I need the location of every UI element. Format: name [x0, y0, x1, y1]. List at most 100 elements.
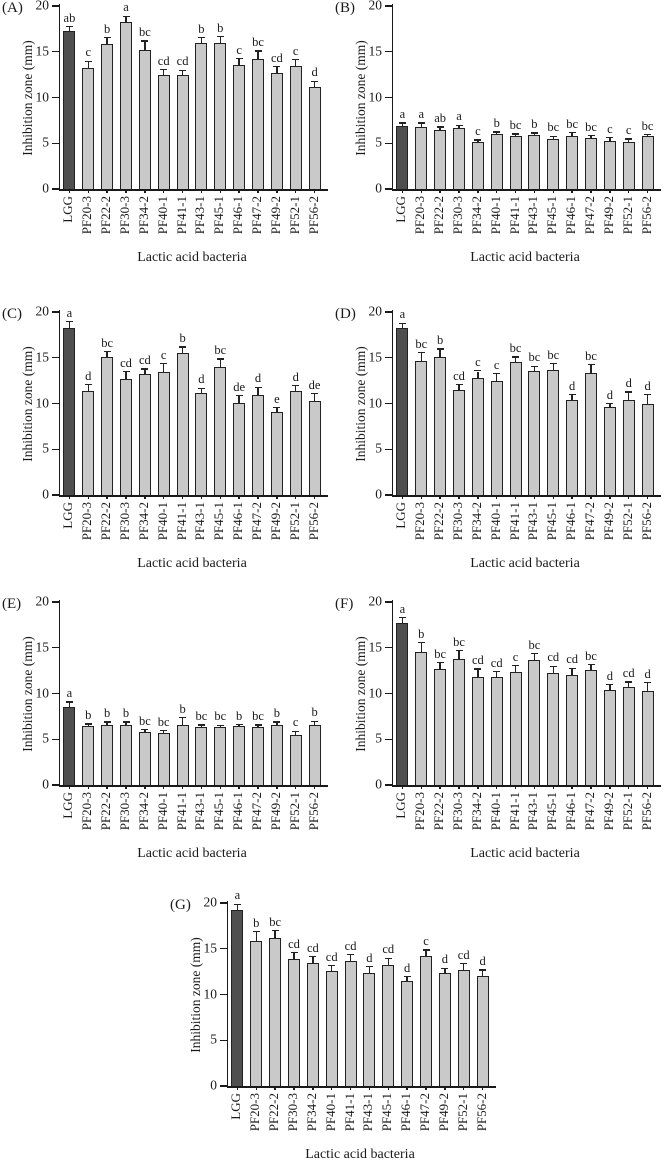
x-label-PF47-2: PF47-2: [249, 196, 264, 235]
y-tick: [52, 601, 59, 603]
x-tick-PF22-2: [439, 189, 441, 193]
error-bar-PF43-1: [533, 133, 536, 136]
bar-PF52-1: [289, 66, 302, 189]
y-axis-line: [391, 4, 393, 189]
error-bar-cap-PF49-2: [273, 406, 281, 409]
x-label-PF40-1: PF40-1: [154, 196, 170, 235]
bar-PF56-2: [308, 724, 321, 785]
x-label-PF22-2: PF22-2: [98, 196, 114, 235]
bar-PF40-1: [325, 970, 338, 1086]
error-bar-cap-PF46-1: [403, 975, 411, 978]
y-tick: [385, 494, 392, 496]
y-axis-title: Inhibition zone (mm): [353, 40, 368, 156]
significance-letter-PF41-1: bc: [509, 118, 522, 133]
error-bar-cap-PF52-1: [460, 963, 468, 965]
significance-letter-PF22-2: b: [437, 333, 444, 348]
error-bar-PF30-3: [125, 372, 127, 379]
significance-letter-PF47-2: c: [423, 934, 429, 949]
x-tick-PF56-2: [313, 189, 316, 193]
y-axis-title: Inhibition zone (mm): [188, 937, 203, 1053]
x-label-PF46-1: PF46-1: [230, 792, 246, 831]
significance-letter-PF47-2: d: [254, 371, 262, 386]
significance-letter-PF40-1: c: [493, 357, 500, 372]
error-bar-cap-PF52-1: [292, 730, 300, 732]
panel-C: (C) Inhibition zone (mm) 0 5 10 15 20 a LGG d PF…: [0, 304, 333, 596]
bar-PF49-2: [603, 141, 616, 189]
error-bar-cap-PF49-2: [606, 403, 614, 405]
error-bar-PF47-2: [257, 387, 259, 396]
bar-PF22-2: [101, 44, 114, 189]
x-label-PF20-3: PF20-3: [412, 196, 428, 235]
bar-PF41-1: [176, 724, 189, 785]
x-label-PF41-1: PF41-1: [173, 502, 189, 541]
x-tick-LGG: [401, 495, 404, 499]
x-label-LGG: LGG: [393, 196, 409, 223]
error-bar-PF43-1: [368, 967, 371, 973]
bar-PF20-3: [82, 390, 95, 495]
error-bar-cap-PF45-1: [549, 135, 557, 137]
x-label-PF30-3: PF30-3: [117, 792, 132, 831]
y-tick-label: 0: [42, 180, 49, 196]
significance-letter-PF49-2: d: [441, 952, 448, 967]
bar-PF30-3: [120, 724, 132, 785]
x-label-PF45-1: PF45-1: [211, 502, 227, 541]
error-bar-PF56-2: [646, 395, 649, 404]
y-tick-label: 5: [375, 134, 382, 150]
error-bar-PF22-2: [274, 931, 276, 938]
significance-letter-PF30-3: cd: [120, 355, 132, 370]
x-tick-PF45-1: [552, 785, 554, 789]
y-tick: [52, 188, 59, 190]
x-label-PF30-3: PF30-3: [285, 1093, 300, 1132]
error-bar-PF47-2: [590, 665, 592, 670]
bar-PF45-1: [547, 673, 560, 785]
y-tick-label: 5: [42, 730, 49, 746]
error-bar-cap-PF43-1: [530, 365, 538, 367]
error-bar-cap-PF56-2: [311, 720, 319, 722]
error-bar-cap-PF45-1: [216, 358, 224, 360]
significance-letter-PF41-1: c: [512, 649, 519, 664]
x-label-PF56-2: PF56-2: [305, 196, 321, 235]
bar-PF45-1: [214, 727, 227, 785]
significance-letter-PF30-3: a: [456, 109, 462, 124]
x-axis-title: Lactic acid bacteria: [305, 1147, 415, 1162]
bar-PF46-1: [233, 402, 246, 495]
x-label-PF46-1: PF46-1: [230, 196, 246, 235]
significance-letter-PF49-2: d: [606, 387, 613, 402]
significance-letter-PF45-1: bc: [547, 347, 560, 362]
bar-PF40-1: [157, 372, 170, 495]
x-axis-line: [58, 495, 328, 497]
error-bar-cap-PF40-1: [160, 68, 168, 71]
significance-letter-PF52-1: d: [292, 369, 299, 384]
x-label-PF43-1: PF43-1: [360, 1093, 376, 1132]
y-axis-title: Inhibition zone (mm): [353, 636, 368, 752]
x-label-PF20-3: PF20-3: [412, 502, 428, 541]
y-axis-line: [58, 600, 60, 785]
x-tick-PF41-1: [181, 785, 184, 789]
significance-letter-PF40-1: cd: [157, 53, 170, 68]
bar-PF41-1: [176, 353, 189, 495]
x-label-PF22-2: PF22-2: [266, 1093, 282, 1132]
error-bar-PF41-1: [181, 347, 184, 354]
error-bar-PF22-2: [439, 127, 441, 130]
x-tick-PF34-2: [144, 495, 146, 499]
panel-label-C: (C): [2, 306, 22, 322]
x-tick-PF43-1: [200, 785, 203, 789]
significance-letter-PF49-2: c: [607, 121, 613, 136]
error-bar-PF45-1: [552, 364, 554, 370]
error-bar-cap-LGG: [65, 25, 73, 28]
bar-PF56-2: [308, 400, 321, 495]
error-bar-PF52-1: [295, 731, 297, 735]
bar-PF40-1: [157, 74, 170, 189]
bar-PF47-2: [252, 395, 264, 495]
y-tick: [220, 1085, 227, 1087]
x-label-PF43-1: PF43-1: [525, 196, 541, 235]
error-bar-PF45-1: [552, 136, 554, 139]
x-label-PF30-3: PF30-3: [450, 196, 465, 235]
error-bar-cap-PF49-2: [441, 967, 449, 969]
bar-PF34-2: [306, 963, 319, 1086]
x-tick-PF41-1: [514, 189, 517, 193]
x-axis-line: [226, 1086, 496, 1088]
error-bar-PF41-1: [514, 666, 517, 672]
y-tick-label: 0: [375, 486, 382, 502]
significance-letter-PF20-3: c: [85, 45, 92, 60]
